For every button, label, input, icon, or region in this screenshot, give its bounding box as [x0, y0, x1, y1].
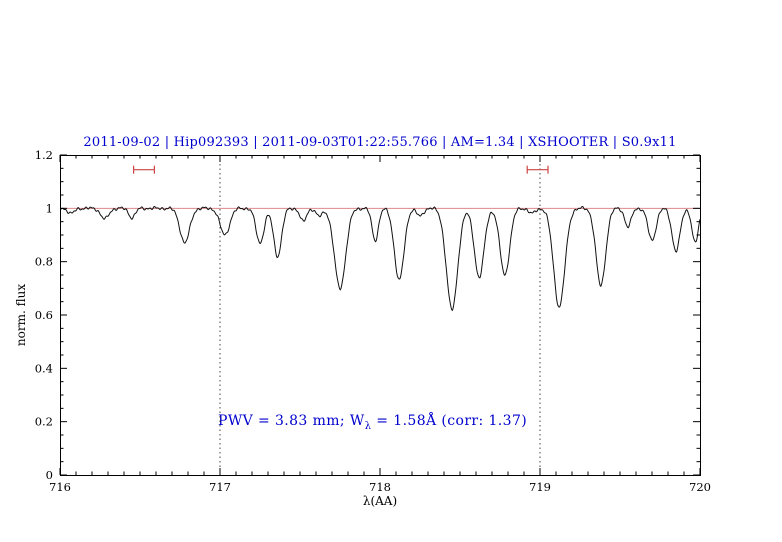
y-tick-label: 0.2	[35, 415, 53, 429]
plot-frame	[60, 155, 701, 476]
y-tick-label: 0	[46, 468, 53, 482]
pwv-annotation-prefix: PWV = 3.83 mm; W	[218, 413, 365, 429]
y-tick-label: 0.4	[35, 361, 53, 375]
pwv-annotation-lambda-subscript: λ	[364, 420, 372, 432]
y-tick-label: 0.8	[35, 255, 53, 269]
spectrum-line	[59, 205, 701, 312]
y-tick-label: 1	[46, 201, 53, 215]
plot-title: 2011-09-02 | Hip092393 | 2011-09-03T01:2…	[83, 135, 677, 150]
x-tick-label: 717	[209, 480, 231, 494]
x-tick-label: 718	[369, 480, 391, 494]
y-tick-label: 1.2	[35, 148, 53, 162]
y-tick-label: 0.6	[35, 308, 53, 322]
pwv-annotation-suffix: = 1.58Å (corr: 1.37)	[371, 413, 528, 429]
x-tick-label: 719	[529, 480, 551, 494]
pwv-annotation: PWV = 3.83 mm; Wλ = 1.58Å (corr: 1.37)	[218, 413, 527, 432]
x-axis-label: λ(AA)	[362, 494, 398, 508]
x-tick-label: 720	[689, 480, 711, 494]
x-tick-label: 716	[49, 480, 71, 494]
